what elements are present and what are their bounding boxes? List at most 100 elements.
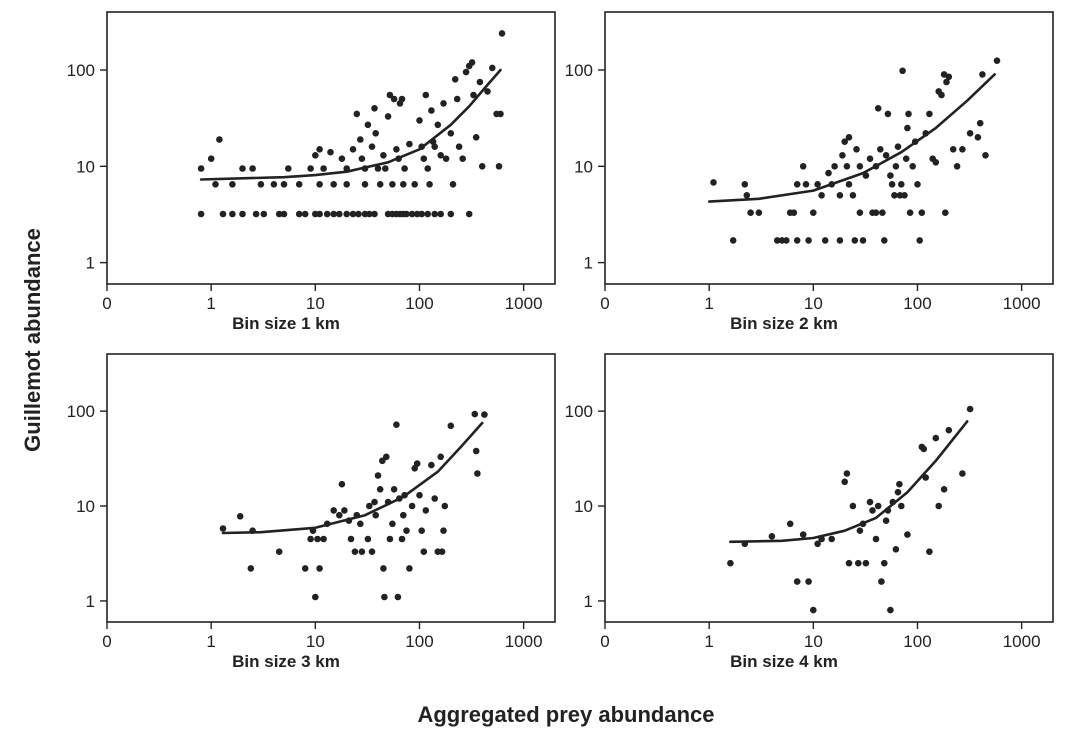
data-point [814, 540, 821, 548]
data-point [481, 411, 488, 418]
data-point [845, 181, 853, 188]
data-point [386, 535, 394, 543]
data-point [974, 134, 982, 141]
data-point [945, 426, 953, 434]
data-point [239, 210, 246, 218]
data-point [422, 91, 430, 99]
data-point [403, 527, 410, 534]
data-point [727, 559, 734, 567]
data-point [478, 163, 486, 170]
data-point [400, 181, 407, 188]
data-point [920, 445, 928, 453]
data-point [374, 472, 382, 479]
data-point [916, 237, 923, 244]
panel-4: 0 1 10 100 1000 1 10 100 Bin size 4 km [565, 353, 1054, 671]
data-point [349, 210, 357, 218]
data-point [793, 181, 801, 188]
data-point [312, 152, 319, 159]
data-point [805, 578, 812, 585]
data-point [892, 546, 900, 553]
data-point [422, 507, 430, 514]
data-point [323, 210, 331, 218]
data-point [882, 152, 890, 159]
data-point [449, 181, 457, 188]
data-point [440, 527, 447, 534]
plot-frame [604, 11, 1054, 285]
data-point [275, 548, 283, 555]
data-point [413, 460, 421, 467]
data-point [843, 163, 851, 170]
plot-frame [106, 11, 556, 285]
data-point [285, 165, 292, 172]
data-point [882, 517, 890, 524]
data-point [862, 172, 870, 179]
data-point [841, 138, 848, 145]
data-point [197, 210, 205, 218]
data-point [389, 181, 396, 188]
data-point [856, 527, 864, 534]
y-tick-label: 100 [565, 402, 593, 421]
data-point [825, 169, 832, 177]
data-point [438, 548, 446, 555]
y-tick-label: 10 [76, 157, 95, 176]
plot-frame [604, 353, 1054, 623]
data-point [872, 535, 880, 543]
data-point [358, 548, 366, 555]
data-point [372, 511, 380, 519]
data-point [836, 192, 844, 199]
data-point [382, 165, 389, 172]
data-point [783, 237, 790, 244]
y-tick-label: 100 [67, 61, 95, 80]
data-point [802, 181, 810, 188]
data-point [368, 548, 376, 555]
data-point [856, 209, 864, 216]
data-point [401, 165, 408, 172]
data-point [993, 57, 1001, 64]
x-tick-label: 100 [903, 632, 931, 651]
data-point [887, 606, 894, 614]
data-point [357, 520, 364, 528]
data-point [442, 155, 450, 162]
data-point [899, 67, 906, 75]
data-point [476, 78, 484, 86]
data-point [498, 30, 506, 37]
data-point [314, 535, 321, 543]
data-point [312, 593, 319, 601]
data-point [431, 210, 439, 218]
data-point [843, 470, 851, 477]
data-point [338, 480, 346, 488]
data-point [316, 565, 323, 572]
data-point [462, 68, 470, 76]
data-point [249, 165, 256, 172]
data-point [902, 155, 910, 162]
data-point [343, 181, 351, 188]
data-point [881, 237, 888, 244]
y-tick-label: 100 [67, 402, 95, 421]
data-point [849, 192, 857, 199]
data-point [280, 181, 288, 188]
data-point [386, 91, 394, 99]
data-point [799, 163, 807, 170]
y-tick-label: 10 [574, 497, 593, 516]
data-point [966, 405, 974, 413]
data-point [768, 533, 776, 540]
data-point [357, 136, 364, 143]
data-point [836, 237, 844, 244]
data-point [459, 155, 467, 162]
data-point [959, 470, 966, 477]
data-point [437, 152, 445, 159]
data-point [437, 210, 445, 218]
data-point [818, 192, 825, 199]
data-point [383, 453, 390, 461]
data-point [437, 453, 445, 461]
data-point [892, 163, 900, 170]
panel-2: 0 1 10 100 1000 1 10 100 Bin size 2 km [565, 11, 1054, 333]
data-point [497, 110, 504, 118]
data-point [839, 152, 846, 159]
data-point [330, 181, 338, 188]
panel-label: Bin size 1 km [232, 314, 340, 333]
data-point [472, 134, 480, 141]
data-point [368, 143, 376, 150]
data-point [364, 535, 372, 543]
data-point [938, 91, 945, 99]
